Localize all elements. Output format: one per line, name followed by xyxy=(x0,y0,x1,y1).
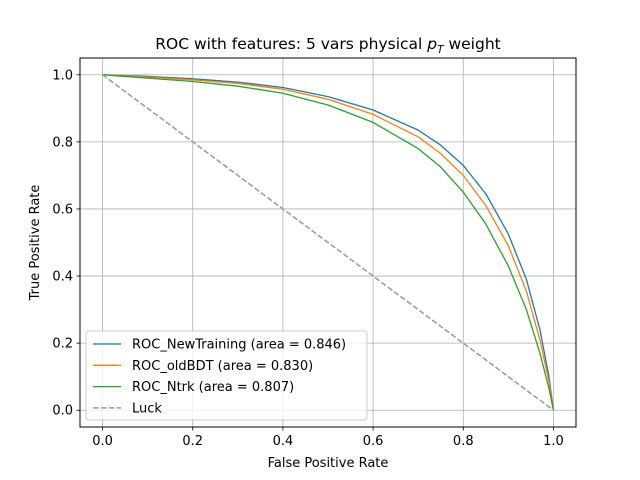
y-tick-label: 0.4 xyxy=(52,270,73,285)
y-tick-label: 0.6 xyxy=(52,202,73,217)
legend: ROC_NewTraining (area = 0.846) ROC_oldBDT… xyxy=(85,330,368,421)
x-axis-label: False Positive Rate xyxy=(268,456,389,471)
y-axis-label: True Positive Rate xyxy=(28,185,43,302)
x-tick-label: 0.8 xyxy=(453,434,474,449)
series-layer xyxy=(102,74,555,411)
x-tick-label: 0.2 xyxy=(182,434,203,449)
x-tick-label: 0.0 xyxy=(92,434,113,449)
legend-box xyxy=(85,330,368,421)
series-line-1 xyxy=(102,74,555,411)
plot-frame xyxy=(79,57,577,428)
series-line-3 xyxy=(102,74,554,411)
legend-label-0: ROC_NewTraining (area = 0.846) xyxy=(132,338,346,353)
chart-title: ROC with features: 5 vars physical pT we… xyxy=(155,35,500,56)
legend-label-3: Luck xyxy=(132,401,162,416)
y-tick-label: 0.0 xyxy=(52,404,73,419)
series-line-2 xyxy=(102,74,555,411)
legend-label-1: ROC_oldBDT (area = 0.830) xyxy=(132,359,313,374)
tick-layer: 0.0 0.2 0.4 0.6 0.8 1.0 0.0 0.2 0.4 0.6 0.8 1.0 xyxy=(52,68,563,449)
x-tick-label: 0.6 xyxy=(363,434,384,449)
y-tick-label: 0.8 xyxy=(52,135,73,150)
legend-label-2: ROC_Ntrk (area = 0.807) xyxy=(132,380,294,395)
x-tick-label: 1.0 xyxy=(543,434,564,449)
y-tick-label: 1.0 xyxy=(52,68,73,83)
x-tick-label: 0.4 xyxy=(273,434,294,449)
y-tick-label: 0.2 xyxy=(52,337,73,352)
series-line-0 xyxy=(102,74,555,411)
